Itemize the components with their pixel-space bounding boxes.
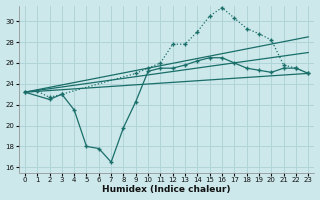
X-axis label: Humidex (Indice chaleur): Humidex (Indice chaleur) bbox=[102, 185, 231, 194]
